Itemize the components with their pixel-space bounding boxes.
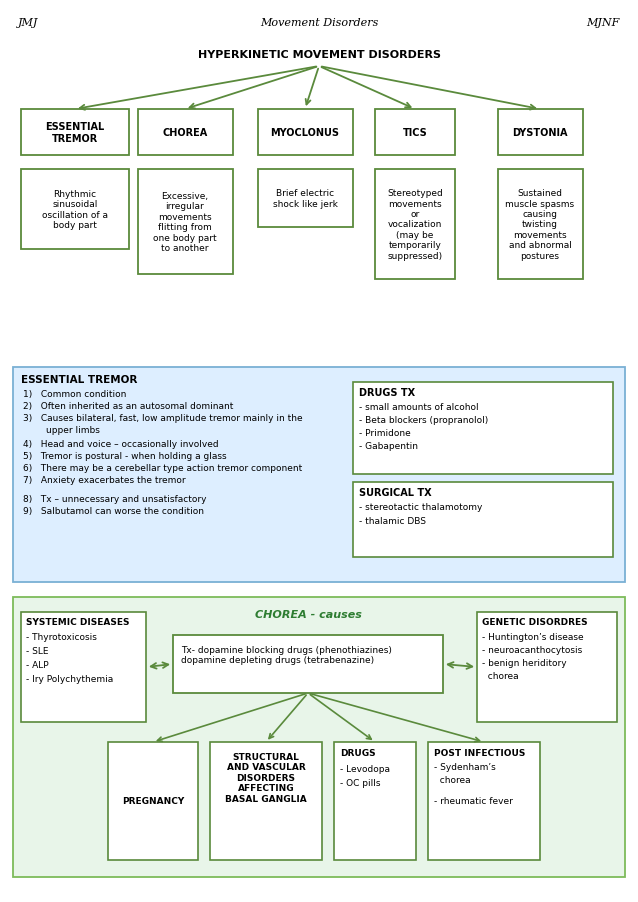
- FancyBboxPatch shape: [210, 742, 322, 860]
- FancyBboxPatch shape: [428, 742, 540, 860]
- Text: Tx- dopamine blocking drugs (phenothiazines)
dopamine depleting drugs (tetrabena: Tx- dopamine blocking drugs (phenothiazi…: [181, 645, 392, 665]
- FancyBboxPatch shape: [21, 110, 129, 156]
- Text: Brief electric
shock like jerk: Brief electric shock like jerk: [272, 189, 338, 208]
- Text: - rheumatic fever: - rheumatic fever: [434, 796, 513, 805]
- Text: PREGNANCY: PREGNANCY: [122, 796, 184, 805]
- Text: Sustained
muscle spasms
causing
twisting
movements
and abnormal
postures: Sustained muscle spasms causing twisting…: [505, 189, 575, 261]
- Text: GENETIC DISORDRES: GENETIC DISORDRES: [482, 617, 588, 626]
- Text: upper limbs: upper limbs: [23, 426, 100, 435]
- Text: Stereotyped
movements
or
vocalization
(may be
temporarily
suppressed): Stereotyped movements or vocalization (m…: [387, 189, 443, 261]
- Text: 8)   Tx – unnecessary and unsatisfactory: 8) Tx – unnecessary and unsatisfactory: [23, 494, 207, 503]
- Text: 6)   There may be a cerebellar type action tremor component: 6) There may be a cerebellar type action…: [23, 464, 302, 473]
- Text: - ALP: - ALP: [26, 660, 48, 669]
- Text: DRUGS TX: DRUGS TX: [359, 388, 415, 398]
- FancyBboxPatch shape: [13, 368, 625, 583]
- Text: - lry Polychythemia: - lry Polychythemia: [26, 675, 114, 683]
- Text: 5)   Tremor is postural - when holding a glass: 5) Tremor is postural - when holding a g…: [23, 452, 226, 461]
- Text: 4)   Head and voice – occasionally involved: 4) Head and voice – occasionally involve…: [23, 439, 219, 448]
- Text: MYOCLONUS: MYOCLONUS: [271, 128, 339, 138]
- Text: - Gabapentin: - Gabapentin: [359, 441, 418, 450]
- Text: - thalamic DBS: - thalamic DBS: [359, 517, 426, 526]
- Text: chorea: chorea: [482, 671, 519, 680]
- FancyBboxPatch shape: [498, 170, 582, 280]
- Text: JMJ: JMJ: [18, 18, 38, 28]
- Text: - Thyrotoxicosis: - Thyrotoxicosis: [26, 632, 97, 641]
- Text: Excessive,
irregular
movements
flitting from
one body part
to another: Excessive, irregular movements flitting …: [153, 192, 217, 253]
- Text: - neuroacanthocytosis: - neuroacanthocytosis: [482, 645, 582, 654]
- FancyBboxPatch shape: [138, 170, 232, 275]
- FancyBboxPatch shape: [334, 742, 416, 860]
- Text: ESSENTIAL TREMOR: ESSENTIAL TREMOR: [21, 374, 137, 384]
- Text: MJNF: MJNF: [586, 18, 620, 28]
- Text: DYSTONIA: DYSTONIA: [512, 128, 568, 138]
- Text: - stereotactic thalamotomy: - stereotactic thalamotomy: [359, 502, 482, 511]
- FancyBboxPatch shape: [375, 110, 455, 156]
- FancyBboxPatch shape: [258, 110, 353, 156]
- Text: 2)   Often inherited as an autosomal dominant: 2) Often inherited as an autosomal domin…: [23, 401, 234, 410]
- Text: STRUCTURAL
AND VASCULAR
DISORDERS
AFFECTING
BASAL GANGLIA: STRUCTURAL AND VASCULAR DISORDERS AFFECT…: [225, 752, 307, 803]
- FancyBboxPatch shape: [108, 742, 198, 860]
- Text: - Beta blockers (propranolol): - Beta blockers (propranolol): [359, 416, 488, 425]
- FancyBboxPatch shape: [173, 635, 443, 694]
- Text: - Levodopa: - Levodopa: [340, 764, 390, 773]
- Text: CHOREA - causes: CHOREA - causes: [255, 610, 362, 620]
- Text: HYPERKINETIC MOVEMENT DISORDERS: HYPERKINETIC MOVEMENT DISORDERS: [198, 50, 440, 60]
- Text: SYSTEMIC DISEASES: SYSTEMIC DISEASES: [26, 617, 130, 626]
- FancyBboxPatch shape: [353, 483, 613, 557]
- FancyBboxPatch shape: [498, 110, 582, 156]
- Text: 7)   Anxiety exacerbates the tremor: 7) Anxiety exacerbates the tremor: [23, 475, 186, 484]
- FancyBboxPatch shape: [477, 612, 617, 723]
- Text: ESSENTIAL
TREMOR: ESSENTIAL TREMOR: [45, 122, 105, 143]
- Text: DRUGS: DRUGS: [340, 748, 376, 757]
- Text: SURGICAL TX: SURGICAL TX: [359, 487, 432, 497]
- FancyBboxPatch shape: [13, 597, 625, 877]
- Text: 1)   Common condition: 1) Common condition: [23, 390, 126, 399]
- Text: Movement Disorders: Movement Disorders: [260, 18, 378, 28]
- Text: 9)   Salbutamol can worse the condition: 9) Salbutamol can worse the condition: [23, 506, 204, 515]
- Text: CHOREA: CHOREA: [163, 128, 207, 138]
- FancyBboxPatch shape: [21, 170, 129, 250]
- Text: - small amounts of alcohol: - small amounts of alcohol: [359, 402, 478, 411]
- Text: POST INFECTIOUS: POST INFECTIOUS: [434, 748, 525, 757]
- Text: Rhythmic
sinusoidal
oscillation of a
body part: Rhythmic sinusoidal oscillation of a bod…: [42, 189, 108, 230]
- Text: - SLE: - SLE: [26, 647, 48, 655]
- Text: - Sydenham’s: - Sydenham’s: [434, 762, 496, 771]
- Text: - benign heriditory: - benign heriditory: [482, 658, 567, 667]
- Text: TICS: TICS: [403, 128, 427, 138]
- FancyBboxPatch shape: [353, 382, 613, 474]
- FancyBboxPatch shape: [21, 612, 146, 723]
- FancyBboxPatch shape: [138, 110, 232, 156]
- Text: - Huntington’s disease: - Huntington’s disease: [482, 632, 584, 641]
- Text: 3)   Causes bilateral, fast, low amplitude tremor mainly in the: 3) Causes bilateral, fast, low amplitude…: [23, 413, 302, 422]
- FancyBboxPatch shape: [258, 170, 353, 227]
- FancyBboxPatch shape: [375, 170, 455, 280]
- Text: - Primidone: - Primidone: [359, 428, 411, 437]
- Text: - OC pills: - OC pills: [340, 778, 380, 787]
- Text: chorea: chorea: [434, 775, 471, 784]
